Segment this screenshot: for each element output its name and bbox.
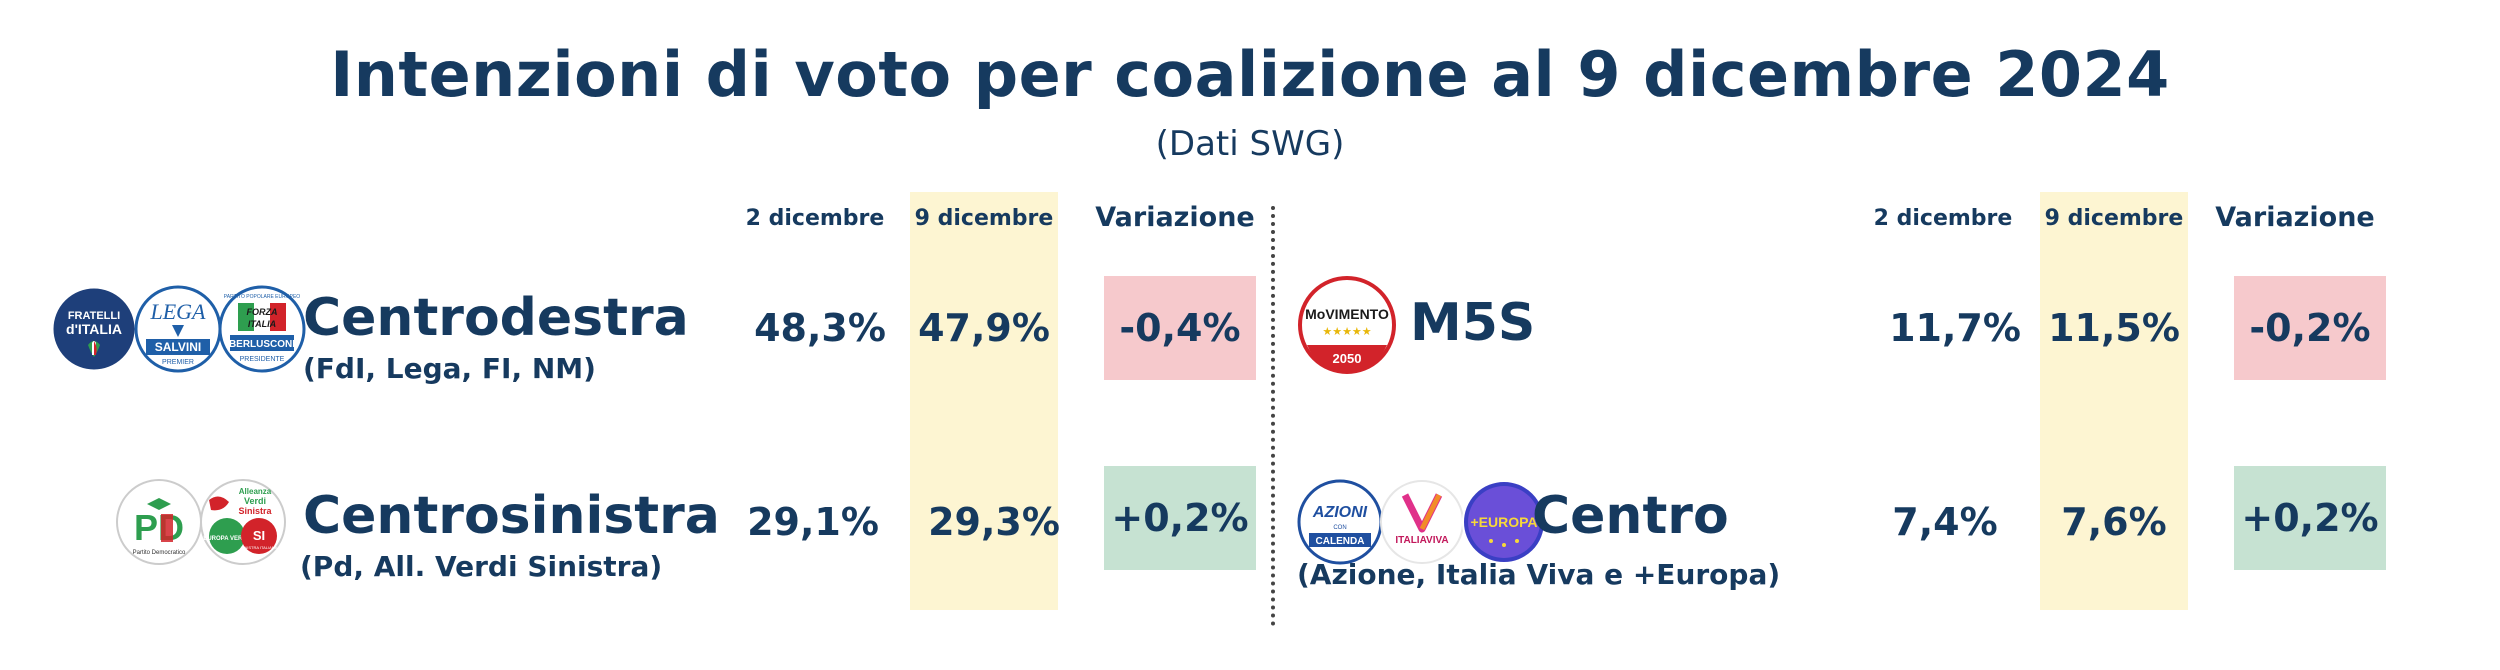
cell-m5s-dec2: 11,7% — [1889, 306, 2021, 350]
m5s-logo-line3: 2050 — [1333, 351, 1362, 366]
piu-europa-logo: +EUROPA — [1462, 480, 1546, 564]
centro-logos: AZIONI CON CALENDA ITALIAVIVA +EUROPA — [1297, 478, 1547, 566]
row-name-centro: Centro — [1532, 486, 1729, 546]
cell-centro-change: +0,2% — [2241, 496, 2379, 540]
fdi-logo-line1: FRATELLI — [68, 310, 120, 322]
change-box-centrodestra: -0,4% — [1104, 276, 1256, 380]
fi-logo-line4: PRESIDENTE — [240, 356, 285, 363]
azione-logo: AZIONI CON CALENDA — [1297, 479, 1383, 565]
forza-italia-logo: PARTITO POPOLARE EUROPEO FORZA ITALIA BE… — [218, 285, 306, 373]
m5s-logo-line2: ★★★★★ — [1322, 325, 1371, 338]
chart-title: Intenzioni di voto per coalizione al 9 d… — [330, 38, 2170, 111]
cell-m5s-dec9: 11,5% — [2048, 306, 2180, 350]
row-name-centrodestra: Centrodestra — [303, 288, 689, 348]
cell-centrodestra-change: -0,4% — [1119, 306, 1241, 350]
row-detail-centrodestra: (FdI, Lega, FI, NM) — [303, 352, 596, 385]
pd-logo: PD Partito Democratico — [116, 479, 202, 565]
change-box-centrosinistra: +0,2% — [1104, 466, 1256, 570]
avs-logo-line5: SI — [253, 528, 265, 543]
azione-logo-line1: AZIONI — [1312, 504, 1368, 521]
avs-logo: Alleanza Verdi Sinistra EUROPA VERDE SI … — [200, 479, 286, 565]
europa-logo-line1: +EUROPA — [1470, 514, 1537, 530]
pd-logo-line2: Partito Democratico — [133, 550, 186, 556]
col-header-dec9-right: 9 dicembre — [2044, 206, 2184, 231]
row-detail-centrosinistra: (Pd, All. Verdi Sinistra) — [300, 550, 663, 583]
lega-logo-line1: LEGA — [150, 299, 207, 324]
fdi-logo-line2: d'ITALIA — [66, 321, 122, 337]
m5s-logo: MoVIMENTO ★★★★★ 2050 — [1298, 276, 1396, 374]
cell-m5s-change: -0,2% — [2249, 306, 2371, 350]
lega-logo: LEGA SALVINI PREMIER — [134, 285, 222, 373]
col-header-change-left: Variazione — [1095, 202, 1255, 233]
azione-logo-line3: CALENDA — [1316, 536, 1365, 547]
fi-logo-line2: ITALIA — [248, 319, 276, 329]
m5s-logo-line1: MoVIMENTO — [1305, 306, 1389, 322]
cell-centrodestra-dec9: 47,9% — [918, 306, 1050, 350]
col-header-dec2-left: 2 dicembre — [745, 206, 885, 231]
avs-logo-line2: Verdi — [244, 496, 266, 506]
chart-subtitle: (Dati SWG) — [1155, 124, 1345, 164]
fi-logo-line3: BERLUSCONI — [229, 339, 295, 350]
highlight-column-right — [2040, 192, 2188, 610]
iv-logo-line1: ITALIAVIVA — [1395, 535, 1448, 546]
change-box-centro: +0,2% — [2234, 466, 2386, 570]
pd-logo-line1: PD — [134, 507, 184, 548]
cell-centrosinistra-change: +0,2% — [1111, 496, 1249, 540]
avs-logo-line4: EUROPA VERDE — [203, 536, 250, 542]
avs-logo-line3: Sinistra — [238, 506, 272, 516]
col-header-dec9-left: 9 dicembre — [914, 206, 1054, 231]
highlight-column-left — [910, 192, 1058, 610]
fi-logo-arc: PARTITO POPOLARE EUROPEO — [224, 294, 301, 300]
change-box-m5s: -0,2% — [2234, 276, 2386, 380]
avs-logo-line6: SINISTRA ITALIANA — [241, 545, 278, 550]
avs-logo-line1: Alleanza — [239, 487, 272, 496]
cell-centrodestra-dec2: 48,3% — [754, 306, 886, 350]
centrodestra-logos: FRATELLI d'ITALIA LEGA SALVINI PREMIER P… — [50, 285, 306, 373]
col-header-change-right: Variazione — [2215, 202, 2375, 233]
cell-centrosinistra-dec9: 29,3% — [928, 500, 1060, 544]
fdi-logo: FRATELLI d'ITALIA — [50, 285, 138, 373]
row-detail-centro: (Azione, Italia Viva e +Europa) — [1297, 558, 1781, 591]
column-divider — [1271, 206, 1275, 626]
cell-centrosinistra-dec2: 29,1% — [747, 500, 879, 544]
lega-logo-line3: PREMIER — [162, 359, 194, 366]
italia-viva-logo: ITALIAVIVA — [1380, 480, 1464, 564]
col-header-dec2-right: 2 dicembre — [1873, 206, 2013, 231]
row-name-centrosinistra: Centrosinistra — [303, 486, 720, 546]
row-name-m5s: M5S — [1410, 293, 1536, 353]
cell-centro-dec9: 7,6% — [2061, 500, 2167, 544]
fi-logo-line1: FORZA — [247, 307, 278, 317]
lega-logo-line2: SALVINI — [155, 340, 201, 354]
cell-centro-dec2: 7,4% — [1892, 500, 1998, 544]
centrosinistra-logos: PD Partito Democratico Alleanza Verdi Si… — [115, 478, 287, 566]
azione-logo-line2: CON — [1333, 525, 1346, 531]
